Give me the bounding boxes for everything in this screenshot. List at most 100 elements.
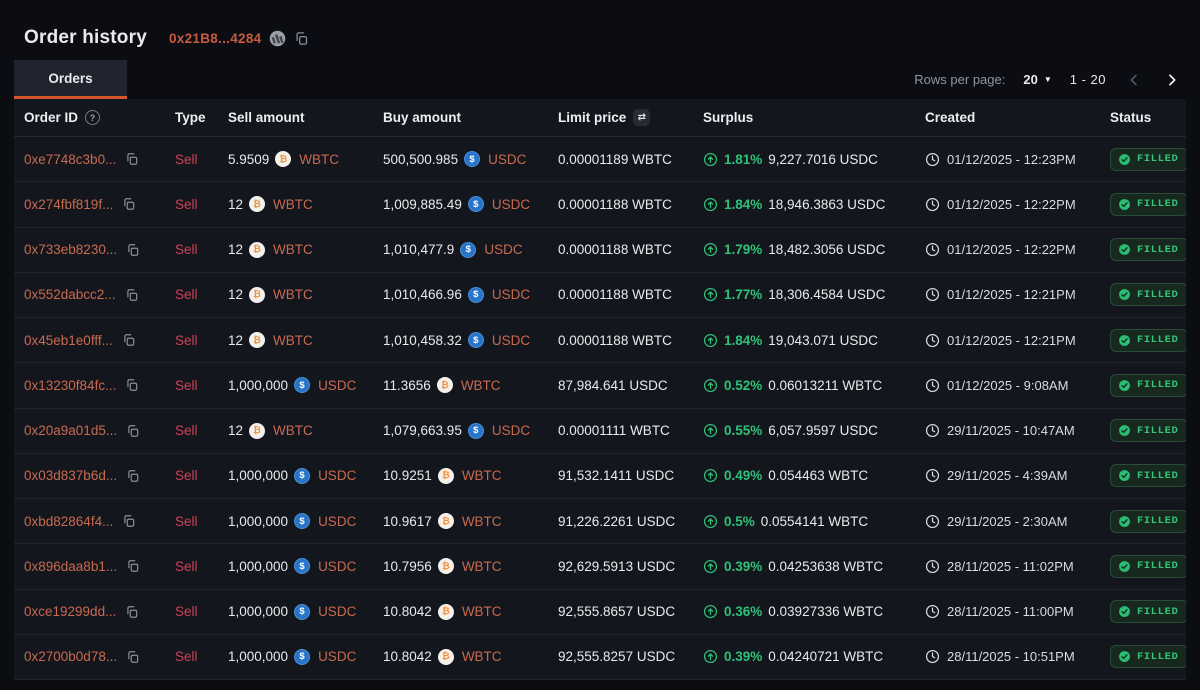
order-id-link[interactable]: 0x13230f84fc... xyxy=(24,377,117,393)
buy-token-link[interactable]: WBTC xyxy=(460,377,501,393)
buy-token-icon: $ xyxy=(467,332,484,349)
sell-token-link[interactable]: WBTC xyxy=(273,196,313,212)
check-icon xyxy=(1118,469,1131,482)
sell-amount-cell: 1,000,000 $ USDC xyxy=(228,513,383,530)
tab-orders[interactable]: Orders xyxy=(14,60,127,99)
copy-icon[interactable] xyxy=(125,288,139,302)
status-badge: FILLED xyxy=(1110,283,1186,307)
chevron-down-icon: ▼ xyxy=(1043,75,1052,84)
invert-price-icon[interactable]: ⇄ xyxy=(633,109,651,126)
sell-token-link[interactable]: WBTC xyxy=(273,332,313,348)
check-icon xyxy=(1118,515,1131,528)
surplus-percent: 1.79% xyxy=(724,242,763,258)
sell-amount-cell: 12 ₿ WBTC xyxy=(228,422,383,439)
order-id-link[interactable]: 0xbd82864f4... xyxy=(24,513,114,529)
buy-token-link[interactable]: USDC xyxy=(488,151,527,167)
order-id-cell: 0x274fbf819f... xyxy=(24,197,175,212)
table-row: 0xce19299dd... Sell 1,000,000 $ USDC 10.… xyxy=(14,590,1186,635)
buy-amount-cell: 11.3656 ₿ WBTC xyxy=(383,377,558,394)
status-cell: FILLED xyxy=(1110,283,1186,307)
copy-icon[interactable] xyxy=(122,514,136,528)
buy-token-icon: ₿ xyxy=(437,648,454,665)
buy-token-link[interactable]: WBTC xyxy=(461,604,502,620)
surplus-percent: 1.84% xyxy=(724,332,763,348)
buy-amount-cell: 1,010,466.96 $ USDC xyxy=(383,286,558,303)
copy-icon[interactable] xyxy=(126,424,140,438)
surplus-up-icon xyxy=(703,152,718,167)
buy-token-link[interactable]: USDC xyxy=(491,332,531,348)
sell-token-link[interactable]: WBTC xyxy=(299,151,340,167)
copy-icon[interactable] xyxy=(126,559,140,573)
status-badge: FILLED xyxy=(1110,328,1186,352)
sell-token-link[interactable]: WBTC xyxy=(273,423,313,439)
order-id-link[interactable]: 0x20a9a01d5... xyxy=(24,423,118,439)
buy-token-link[interactable]: WBTC xyxy=(461,513,502,529)
buy-token-link[interactable]: WBTC xyxy=(461,558,502,574)
buy-token-link[interactable]: USDC xyxy=(484,242,523,258)
sell-token-link[interactable]: USDC xyxy=(318,468,357,484)
status-cell: FILLED xyxy=(1110,600,1186,624)
order-id-cell: 0x20a9a01d5... xyxy=(24,423,175,438)
copy-address-icon[interactable] xyxy=(294,31,309,46)
sell-token-link[interactable]: USDC xyxy=(318,377,357,393)
check-icon xyxy=(1118,424,1131,437)
status-cell: FILLED xyxy=(1110,554,1186,578)
order-id-link[interactable]: 0xce19299dd... xyxy=(24,604,117,620)
order-id-link[interactable]: 0x03d837b6d... xyxy=(24,468,118,484)
copy-icon[interactable] xyxy=(125,378,139,392)
column-sell-amount: Sell amount xyxy=(228,110,305,125)
buy-token-link[interactable]: WBTC xyxy=(461,468,502,484)
check-icon xyxy=(1118,560,1131,573)
copy-icon[interactable] xyxy=(126,650,140,664)
sell-token-icon: $ xyxy=(294,377,311,394)
copy-icon[interactable] xyxy=(125,152,139,166)
order-id-link[interactable]: 0x2700b0d78... xyxy=(24,649,118,665)
created-cell: 01/12/2025 - 9:08AM xyxy=(925,378,1110,393)
surplus-cell: 1.81% 9,227.7016 USDC xyxy=(703,152,925,167)
sell-amount-cell: 12 ₿ WBTC xyxy=(228,196,383,213)
order-id-link[interactable]: 0xe7748c3b0... xyxy=(24,151,117,167)
order-id-link[interactable]: 0x274fbf819f... xyxy=(24,196,114,212)
created-date: 28/11/2025 - 11:02PM xyxy=(947,558,1074,574)
help-icon[interactable]: ? xyxy=(85,110,101,125)
order-id-link[interactable]: 0x45eb1e0fff... xyxy=(24,332,113,348)
rows-per-page-select[interactable]: 20 ▼ xyxy=(1023,72,1051,87)
buy-token-link[interactable]: USDC xyxy=(491,423,531,439)
buy-amount-cell: 10.7956 ₿ WBTC xyxy=(383,558,558,575)
owner-address-link[interactable]: 0x21B8...4284 xyxy=(168,30,262,46)
buy-token-link[interactable]: USDC xyxy=(491,287,531,303)
sell-token-link[interactable]: USDC xyxy=(318,513,357,529)
buy-token-link[interactable]: USDC xyxy=(491,196,531,212)
prev-page-button[interactable] xyxy=(1124,70,1144,90)
buy-amount-value: 1,010,477.9 xyxy=(383,242,455,258)
column-limit-price-label: Limit price xyxy=(558,110,627,125)
clock-icon xyxy=(925,333,940,348)
copy-icon[interactable] xyxy=(122,333,136,347)
copy-icon[interactable] xyxy=(126,469,140,483)
order-id-link[interactable]: 0x896daa8b1... xyxy=(24,558,118,574)
page-title: Order history xyxy=(24,27,147,48)
buy-token-link[interactable]: WBTC xyxy=(461,649,502,665)
limit-price: 0.00001189 WBTC xyxy=(558,151,672,167)
copy-icon[interactable] xyxy=(122,197,136,211)
order-type: Sell xyxy=(175,604,198,620)
buy-amount-value: 10.7956 xyxy=(383,558,432,574)
buy-token-icon: ₿ xyxy=(437,558,454,575)
address-identicon xyxy=(269,30,286,47)
created-date: 01/12/2025 - 12:21PM xyxy=(947,332,1076,348)
sell-token-icon: $ xyxy=(294,513,311,530)
next-page-button[interactable] xyxy=(1162,70,1182,90)
clock-icon xyxy=(925,559,940,574)
sell-token-link[interactable]: USDC xyxy=(318,604,357,620)
order-id-link[interactable]: 0x733eb8230... xyxy=(24,242,118,258)
surplus-amount: 19,043.071 USDC xyxy=(768,332,878,348)
buy-amount-value: 500,500.985 xyxy=(383,151,459,167)
sell-token-link[interactable]: WBTC xyxy=(273,287,313,303)
surplus-up-icon xyxy=(703,197,718,212)
sell-token-link[interactable]: WBTC xyxy=(273,242,313,258)
sell-token-link[interactable]: USDC xyxy=(318,649,357,665)
copy-icon[interactable] xyxy=(126,243,140,257)
sell-token-link[interactable]: USDC xyxy=(318,558,357,574)
copy-icon[interactable] xyxy=(125,605,139,619)
order-id-link[interactable]: 0x552dabcc2... xyxy=(24,287,116,303)
